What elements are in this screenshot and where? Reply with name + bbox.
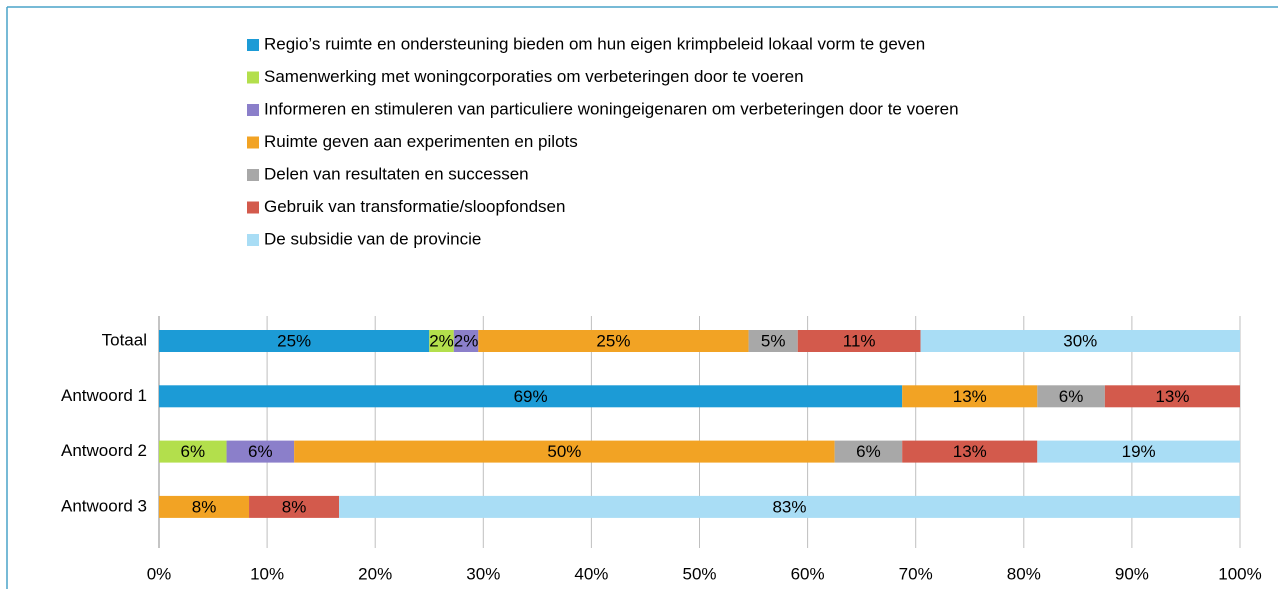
legend-swatch (247, 39, 259, 51)
legend-swatch (247, 234, 259, 246)
x-tick-label: 50% (682, 564, 716, 583)
legend-swatch (247, 104, 259, 116)
bar-segment (797, 330, 921, 352)
x-tick-label: 10% (250, 564, 284, 583)
x-tick-label: 40% (574, 564, 608, 583)
legend-swatch (247, 201, 259, 214)
bar-segment (249, 495, 340, 518)
data-label: 69% (514, 387, 548, 406)
data-label: 6% (180, 442, 205, 461)
bar-segment (429, 330, 454, 352)
data-label: 13% (953, 442, 987, 461)
data-label: 19% (1122, 442, 1156, 461)
y-tick-label: Antwoord 2 (61, 441, 147, 460)
bar-segment (453, 330, 479, 352)
data-label: 6% (1059, 387, 1084, 406)
data-label: 30% (1063, 331, 1097, 350)
x-tick-label: 60% (791, 564, 825, 583)
legend-swatch (247, 71, 259, 84)
bar-segment (1037, 440, 1240, 463)
x-tick-label: 30% (466, 564, 500, 583)
legend-label: Regio’s ruimte en ondersteuning bieden o… (264, 34, 925, 53)
data-label: 2% (454, 331, 479, 350)
y-tick-label: Totaal (102, 330, 147, 349)
legend-label: Gebruik van transformatie/sloopfondsen (264, 197, 565, 216)
data-label: 8% (192, 497, 217, 516)
data-label: 83% (772, 497, 806, 516)
data-label: 25% (596, 331, 630, 350)
data-label: 8% (282, 497, 307, 516)
legend-swatch (247, 169, 259, 181)
x-tick-label: 20% (358, 564, 392, 583)
bar-segment (1037, 385, 1105, 408)
data-label: 6% (856, 442, 881, 461)
bar-segment (339, 495, 1240, 518)
x-tick-label: 80% (1007, 564, 1041, 583)
bar-segment (294, 440, 835, 463)
legend-label: De subsidie van de provincie (264, 229, 481, 248)
x-tick-label: 70% (899, 564, 933, 583)
bar-segment (834, 440, 903, 463)
bar-segment (159, 385, 903, 408)
bar-segment (1104, 385, 1240, 408)
bar-segment (478, 330, 749, 352)
bar-segment (902, 385, 1038, 408)
y-tick-label: Antwoord 3 (61, 496, 147, 515)
data-label: 50% (547, 442, 581, 461)
y-tick-label: Antwoord 1 (61, 386, 147, 405)
data-label: 25% (277, 331, 311, 350)
bar-segment (902, 440, 1038, 463)
bar-segment (226, 440, 295, 463)
data-label: 5% (761, 331, 786, 350)
legend-label: Informeren en stimuleren van particulier… (264, 99, 959, 118)
bar-segment (920, 330, 1240, 352)
legend-label: Ruimte geven aan experimenten en pilots (264, 132, 578, 151)
x-tick-label: 100% (1218, 564, 1261, 583)
data-label: 11% (843, 331, 876, 350)
legend-swatch (247, 136, 259, 149)
legend-label: Delen van resultaten en successen (264, 164, 529, 183)
bar-segment (159, 330, 430, 352)
data-label: 13% (1155, 387, 1189, 406)
bar-segment (748, 330, 798, 352)
data-label: 6% (248, 442, 273, 461)
data-label: 2% (429, 331, 454, 350)
legend-label: Samenwerking met woningcorporaties om ve… (264, 67, 804, 86)
data-label: 13% (953, 387, 987, 406)
x-tick-label: 90% (1115, 564, 1149, 583)
bar-segment (159, 440, 227, 463)
x-tick-label: 0% (147, 564, 172, 583)
bar-segment (159, 495, 250, 518)
